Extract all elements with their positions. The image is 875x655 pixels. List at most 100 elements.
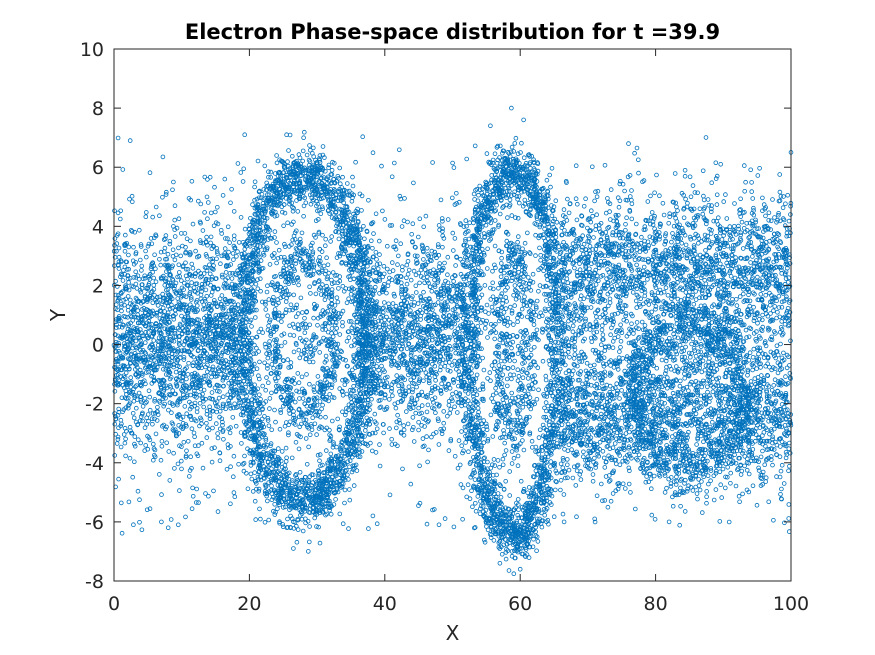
- data-point: [187, 399, 192, 405]
- data-point: [214, 421, 219, 426]
- data-point: [138, 371, 143, 376]
- data-point: [219, 231, 225, 236]
- data-point: [159, 443, 165, 449]
- data-point: [120, 322, 125, 328]
- data-point: [188, 454, 194, 460]
- data-point: [117, 335, 123, 340]
- data-point: [150, 421, 155, 427]
- data-point: [136, 356, 142, 362]
- data-point: [184, 376, 189, 382]
- data-point: [209, 446, 215, 451]
- data-point: [133, 269, 139, 275]
- data-point: [181, 357, 187, 362]
- data-point: [160, 154, 166, 160]
- data-point: [132, 441, 137, 447]
- data-point: [166, 392, 172, 397]
- data-point: [123, 283, 128, 289]
- data-point: [147, 170, 153, 176]
- data-point: [164, 440, 170, 446]
- data-point: [113, 414, 118, 419]
- data-point: [200, 241, 206, 246]
- data-point: [198, 345, 204, 351]
- data-point: [124, 379, 130, 385]
- data-point: [184, 236, 190, 242]
- data-point: [186, 360, 191, 366]
- data-point: [177, 337, 182, 343]
- data-point: [139, 316, 144, 322]
- data-point: [123, 242, 129, 248]
- data-point: [147, 394, 153, 400]
- data-point: [126, 266, 131, 272]
- data-point: [218, 301, 224, 307]
- data-point: [123, 259, 129, 265]
- data-point: [132, 434, 138, 439]
- data-point: [127, 455, 133, 461]
- data-point: [140, 355, 146, 360]
- data-point: [157, 308, 163, 313]
- data-point: [127, 196, 132, 202]
- data-point: [168, 282, 173, 288]
- data-point: [193, 248, 198, 254]
- data-point: [155, 404, 160, 410]
- data-point: [114, 441, 120, 446]
- data-point: [223, 270, 229, 275]
- data-point: [125, 294, 131, 299]
- data-point: [200, 342, 206, 347]
- data-point: [163, 383, 169, 389]
- data-point: [169, 359, 175, 364]
- data-point: [145, 244, 151, 249]
- data-point: [215, 388, 220, 394]
- data-point: [197, 400, 203, 406]
- data-point: [172, 334, 177, 339]
- data-point: [220, 365, 226, 370]
- data-point: [209, 277, 214, 282]
- data-point: [173, 334, 179, 340]
- data-point: [183, 302, 188, 308]
- data-point: [144, 507, 150, 513]
- data-point: [149, 241, 155, 247]
- data-point: [179, 466, 184, 472]
- data-point: [137, 418, 143, 424]
- data-point: [156, 335, 162, 341]
- data-point: [122, 440, 128, 446]
- scatter-points: [111, 105, 794, 576]
- data-point: [225, 224, 231, 230]
- data-point: [192, 443, 198, 449]
- data-point: [167, 400, 173, 406]
- data-point: [189, 353, 194, 358]
- data-point: [203, 252, 209, 257]
- data-point: [167, 239, 173, 244]
- data-point: [202, 210, 207, 215]
- data-point: [151, 338, 157, 343]
- data-point: [118, 216, 123, 222]
- data-point: [202, 265, 208, 270]
- data-point: [204, 268, 210, 273]
- data-point: [231, 209, 237, 214]
- data-point: [164, 256, 170, 262]
- data-point: [171, 338, 177, 344]
- data-point: [189, 179, 195, 184]
- data-point: [226, 336, 232, 341]
- data-point: [175, 461, 181, 467]
- data-point: [178, 307, 183, 312]
- data-point: [228, 394, 233, 400]
- data-point: [183, 294, 189, 300]
- data-point: [201, 348, 207, 354]
- data-point: [125, 304, 131, 309]
- data-point: [207, 382, 212, 388]
- data-point: [167, 306, 173, 312]
- data-point: [134, 383, 139, 388]
- data-point: [191, 360, 196, 366]
- data-point: [215, 205, 220, 210]
- data-point: [115, 412, 121, 418]
- data-point: [166, 449, 172, 454]
- data-point: [189, 506, 195, 512]
- data-point: [192, 391, 197, 397]
- data-point: [189, 297, 194, 302]
- data-point: [115, 437, 121, 442]
- data-point: [143, 214, 149, 220]
- data-point: [144, 254, 149, 260]
- data-point: [225, 330, 231, 336]
- data-point: [146, 388, 152, 394]
